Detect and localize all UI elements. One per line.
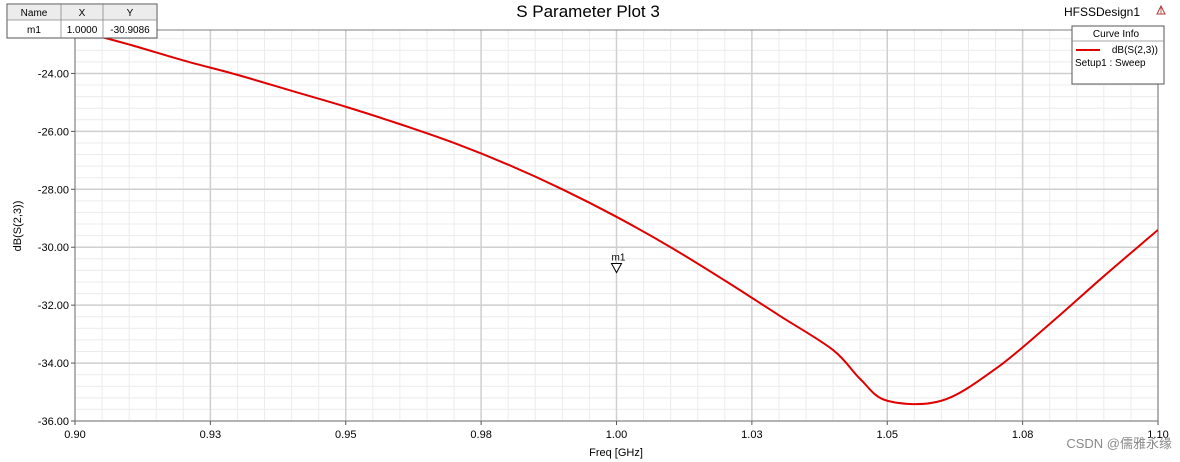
x-tick-label: 0.95 bbox=[335, 429, 356, 441]
marker-table-cell-x: 1.0000 bbox=[67, 25, 98, 36]
ansys-logo-icon bbox=[1156, 4, 1166, 15]
series-line-0 bbox=[75, 30, 1158, 406]
x-axis-ticks: 0.90 0.93 0.95 0.98 1.00 1.03 1.05 1.08 1.10 bbox=[64, 421, 1169, 441]
chart-title: S Parameter Plot 3 bbox=[516, 2, 660, 21]
x-tick-label: 1.05 bbox=[877, 429, 898, 441]
y-tick-label: -26.00 bbox=[38, 126, 69, 138]
marker-label: m1 bbox=[612, 253, 626, 264]
x-tick-label: 1.08 bbox=[1012, 429, 1033, 441]
legend: Curve Info dB(S(2,3)) Setup1 : Sweep bbox=[1071, 25, 1165, 85]
series-layer bbox=[75, 30, 1158, 406]
x-tick-label: 1.03 bbox=[741, 429, 762, 441]
x-tick-label: 0.93 bbox=[200, 429, 221, 441]
marker-layer: m1 bbox=[610, 253, 626, 274]
x-tick-label: 0.98 bbox=[470, 429, 491, 441]
legend-title: Curve Info bbox=[1093, 29, 1140, 40]
watermark: CSDN @儒雅永缘 bbox=[1066, 436, 1172, 451]
marker-triangle bbox=[610, 263, 623, 274]
x-tick-label: 1.00 bbox=[606, 429, 627, 441]
x-axis-label: Freq [GHz] bbox=[589, 447, 643, 459]
y-axis-label: dB(S(2,3)) bbox=[12, 201, 24, 252]
y-tick-label: -30.00 bbox=[38, 242, 69, 254]
marker-table-header-x: X bbox=[79, 8, 86, 19]
legend-series-setup: Setup1 : Sweep bbox=[1075, 58, 1146, 69]
y-tick-label: -28.00 bbox=[38, 184, 69, 196]
y-axis-ticks: -36.00 -34.00 -32.00 -30.00 -28.00 -26.00 -24.… bbox=[38, 68, 75, 428]
y-tick-label: -32.00 bbox=[38, 300, 69, 312]
x-tick-label: 1.10 bbox=[1147, 429, 1168, 441]
marker-table-cell-y: -30.9086 bbox=[110, 25, 150, 36]
marker-table-cell-name: m1 bbox=[27, 25, 41, 36]
y-tick-label: -36.00 bbox=[38, 416, 69, 428]
y-tick-label: -34.00 bbox=[38, 358, 69, 370]
y-tick-label: -24.00 bbox=[38, 68, 69, 80]
marker-table-header-name: Name bbox=[21, 8, 48, 19]
x-tick-label: 0.90 bbox=[64, 429, 85, 441]
legend-series-name: dB(S(2,3)) bbox=[1112, 45, 1158, 56]
design-name: HFSSDesign1 bbox=[1064, 5, 1140, 19]
marker-table: Name X Y m1 1.0000 -30.9086 bbox=[6, 3, 158, 39]
marker-table-header-y: Y bbox=[127, 8, 134, 19]
